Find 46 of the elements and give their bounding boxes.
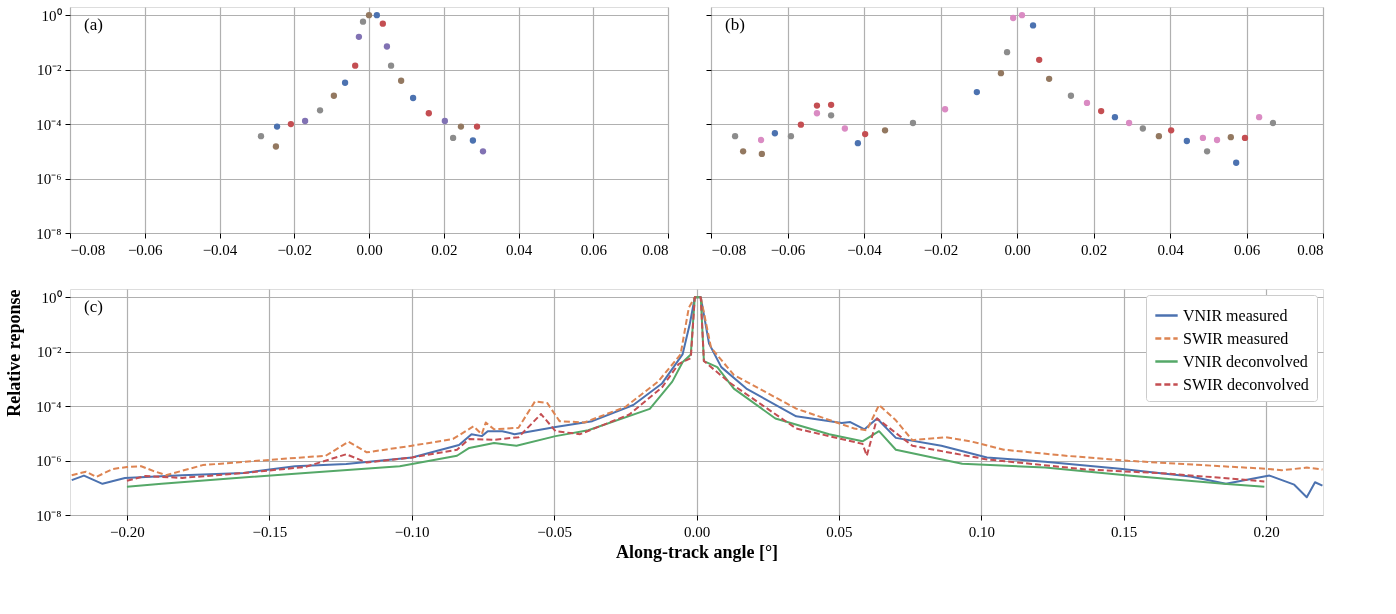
x-tick-label: −0.06	[770, 241, 806, 258]
x-tick-label: −0.06	[127, 241, 164, 258]
x-tick-label: 0.08	[642, 241, 669, 258]
x-tick-label: 0.06	[580, 241, 608, 258]
x-tick-label: 0.02	[431, 241, 458, 258]
x-tick-label: −0.02	[923, 241, 959, 258]
annotation: (b)	[725, 15, 745, 34]
y-tick-label: 10⁰	[41, 289, 62, 306]
x-tick-label: 0.04	[1157, 241, 1185, 258]
x-tick-label: −0.08	[711, 241, 747, 258]
y-tick-label: 10⁻⁶	[36, 171, 62, 188]
y-tick-label: 10⁻⁸	[36, 507, 62, 524]
x-tick-label: −0.02	[277, 241, 313, 258]
annotation: (a)	[84, 15, 103, 34]
y-tick-label: 10⁰	[41, 7, 62, 24]
x-tick-label: 0.00	[356, 241, 383, 258]
x-tick-label: −0.08	[70, 241, 106, 258]
x-tick-label: 0.00	[683, 523, 711, 540]
x-axis-title: Along-track angle [°]	[615, 541, 779, 562]
y-tick-label: 10⁻²	[37, 62, 62, 79]
x-tick-label: 0.08	[1297, 241, 1324, 258]
x-tick-label: 0.20	[1253, 523, 1280, 540]
x-tick-label: 0.04	[505, 241, 533, 258]
x-tick-label: −0.04	[202, 241, 238, 258]
x-tick-label: 0.02	[1080, 241, 1108, 258]
x-tick-label: −0.04	[847, 241, 883, 258]
y-tick-label: 10⁻⁶	[36, 453, 62, 470]
x-tick-label: 0.10	[968, 523, 995, 540]
legend-label: SWIR deconvolved	[1183, 375, 1309, 393]
x-tick-label: 0.05	[826, 523, 853, 540]
legend-label: SWIR measured	[1183, 329, 1289, 347]
legend-label: VNIR measured	[1183, 306, 1288, 324]
y-tick-label: 10⁻²	[37, 344, 62, 361]
legend-label: VNIR deconvolved	[1183, 352, 1308, 370]
x-tick-label: −0.20	[110, 523, 145, 540]
annotation: (c)	[84, 297, 103, 316]
x-tick-label: 0.06	[1233, 241, 1261, 258]
x-tick-label: 0.15	[1111, 523, 1138, 540]
x-tick-label: 0.00	[1004, 241, 1031, 258]
y-tick-label: 10⁻⁴	[36, 116, 62, 133]
x-tick-label: −0.10	[394, 523, 430, 540]
y-axis-title: Relative reponse	[4, 289, 25, 417]
x-tick-label: −0.05	[537, 523, 572, 540]
y-tick-label: 10⁻⁸	[36, 225, 62, 242]
y-tick-label: 10⁻⁴	[36, 398, 62, 415]
x-tick-label: −0.15	[252, 523, 288, 540]
